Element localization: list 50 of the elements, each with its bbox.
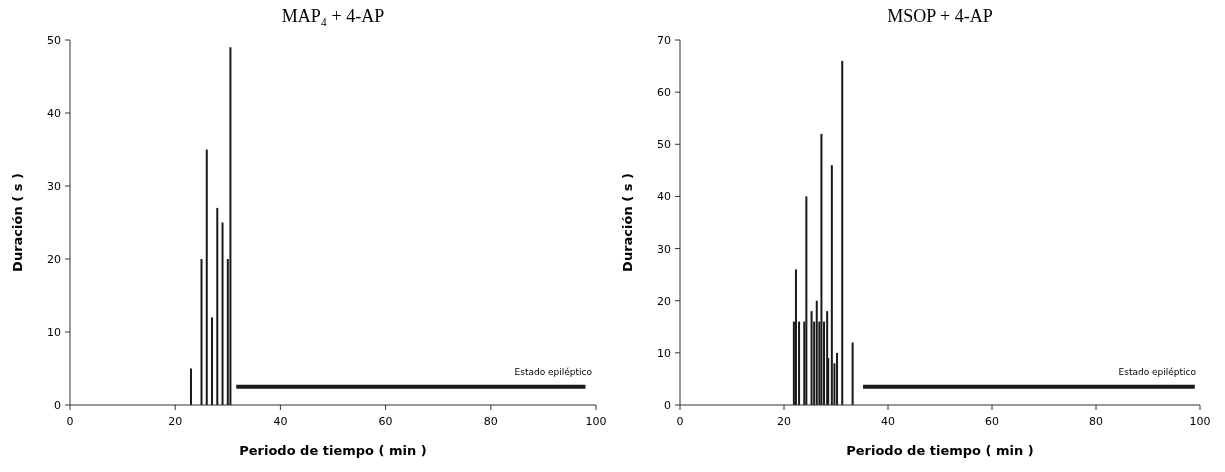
y-tick-label: 0 [664, 399, 671, 412]
y-tick-label: 30 [657, 242, 671, 256]
x-tick-label: 60 [985, 415, 999, 428]
y-tick-label: 10 [657, 346, 671, 360]
x-tick-label: 80 [483, 415, 498, 428]
x-tick-label: 60 [378, 415, 393, 428]
bar [805, 196, 808, 405]
bar [189, 368, 192, 405]
bar [836, 352, 839, 405]
y-axis-title: Duración ( s ) [620, 173, 635, 272]
bar [851, 342, 854, 405]
bar [815, 300, 818, 405]
x-tick-label: 100 [1189, 415, 1211, 428]
y-tick-label: 40 [47, 107, 61, 120]
y-tick-label: 10 [47, 326, 61, 339]
y-axis-title: Duración ( s ) [10, 173, 25, 272]
annotation: Estado epiléptico [514, 367, 593, 377]
y-tick-label: 50 [47, 34, 61, 47]
bar [221, 222, 224, 405]
bar [794, 269, 797, 405]
bar [216, 207, 219, 405]
bar [810, 311, 813, 405]
bar [211, 317, 214, 405]
bar [820, 133, 823, 405]
y-tick-label: 40 [657, 190, 671, 204]
y-tick-label: 20 [47, 253, 61, 266]
bar [841, 60, 844, 405]
bar [200, 259, 203, 405]
y-tick-label: 70 [657, 34, 671, 47]
x-tick-label: 0 [66, 415, 74, 428]
y-tick-label: 60 [657, 86, 671, 100]
x-tick-label: 100 [585, 415, 607, 428]
x-tick-label: 40 [273, 415, 288, 428]
x-axis-title: Periodo de tiempo ( min ) [239, 443, 427, 458]
chart-title: MSOP + 4-AP [887, 6, 993, 26]
x-tick-label: 20 [168, 415, 183, 428]
bar [229, 47, 232, 405]
x-tick-label: 20 [777, 415, 791, 428]
annotation: Estado epiléptico [1118, 367, 1197, 377]
y-tick-label: 30 [47, 180, 61, 193]
chart-title: MAP₄ + 4-AP [281, 6, 385, 26]
y-tick-label: 0 [54, 399, 61, 412]
x-tick-label: 80 [1089, 415, 1103, 428]
x-tick-label: 40 [881, 415, 895, 428]
x-axis-title: Periodo de tiempo ( min ) [846, 443, 1034, 458]
y-tick-label: 50 [657, 138, 671, 152]
bar [205, 149, 208, 405]
bar [830, 165, 833, 405]
x-tick-label: 0 [676, 415, 684, 428]
y-tick-label: 20 [657, 294, 671, 308]
